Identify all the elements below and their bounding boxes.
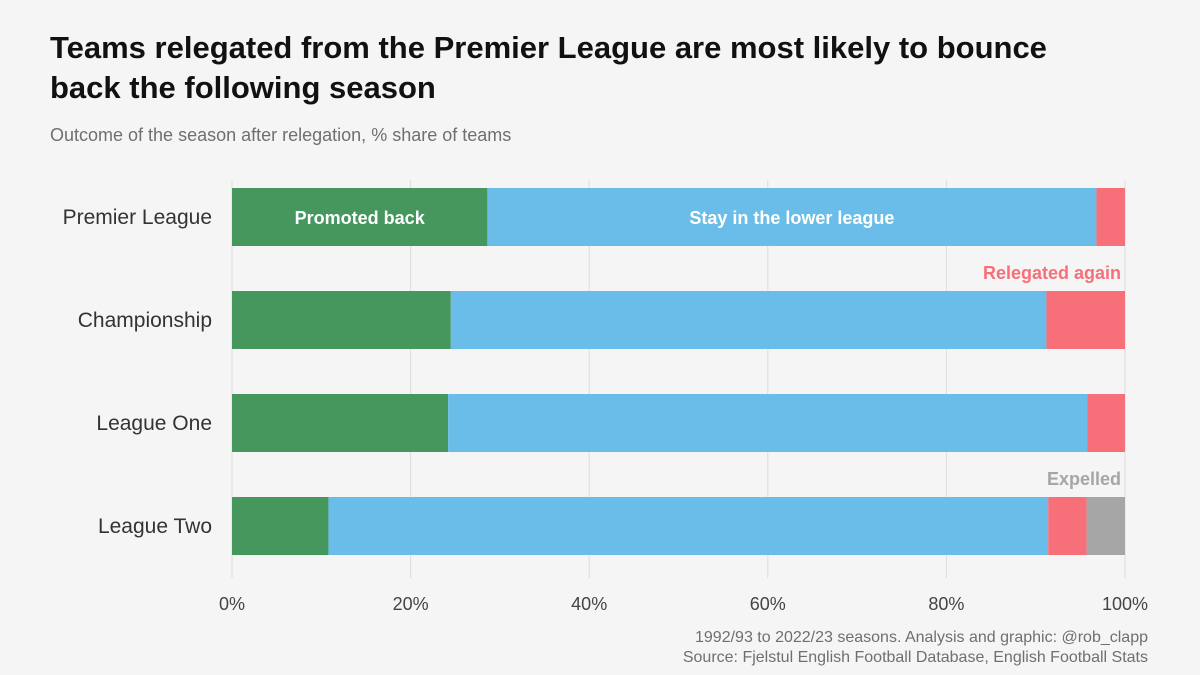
footer: 1992/93 to 2022/23 seasons. Analysis and…	[683, 628, 1148, 668]
bars	[232, 188, 1125, 555]
bar-segment	[1096, 188, 1125, 246]
bar-segment	[232, 497, 329, 555]
bar-segment	[328, 497, 1049, 555]
bar-segment	[1086, 497, 1125, 555]
footer-source: Source: Fjelstul English Football Databa…	[682, 649, 1148, 666]
labels: 0% 20% 40% 60% 80% 100% Premier League Champion…	[63, 206, 1148, 614]
bar-segment	[232, 394, 449, 452]
x-tick-label: 20%	[393, 594, 429, 614]
bar-segment	[450, 291, 1047, 349]
bar-segment	[232, 188, 488, 246]
category-label: League Two	[98, 515, 212, 538]
x-tick-label: 0%	[219, 594, 245, 614]
series-label-relegated: Relegated again	[983, 263, 1121, 283]
footer-credit: 1992/93 to 2022/23 seasons. Analysis and…	[695, 629, 1148, 646]
series-label-promoted: Promoted back	[295, 208, 426, 228]
x-tick-label: 100%	[1102, 594, 1148, 614]
series-label-stay: Stay in the lower league	[689, 208, 894, 228]
bar-segment	[1046, 291, 1125, 349]
category-label: Premier League	[63, 206, 212, 229]
bar-segment	[1048, 497, 1087, 555]
bar-segment	[1087, 394, 1125, 452]
chart-title: Teams relegated from the Premier League …	[50, 30, 1047, 105]
x-tick-label: 80%	[928, 594, 964, 614]
bar-segment	[487, 188, 1097, 246]
bar-segment	[448, 394, 1088, 452]
category-label: League One	[96, 412, 212, 435]
chart-subtitle: Outcome of the season after relegation, …	[50, 125, 512, 145]
bar-segment	[232, 291, 451, 349]
x-tick-label: 60%	[750, 594, 786, 614]
x-tick-label: 40%	[571, 594, 607, 614]
category-label: Championship	[78, 309, 212, 332]
series-label-expelled: Expelled	[1047, 469, 1121, 489]
